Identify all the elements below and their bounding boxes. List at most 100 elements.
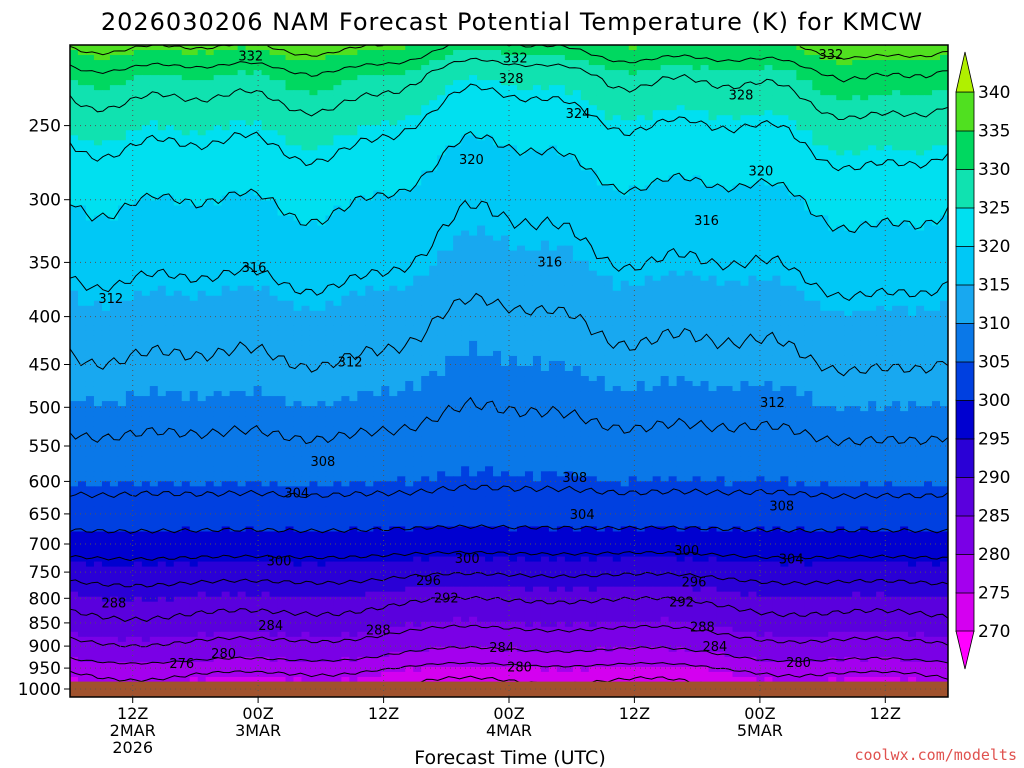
heatmap-cell [756, 155, 766, 161]
heatmap-cell [844, 185, 853, 192]
heatmap-cell [189, 80, 199, 86]
heatmap-cell [421, 90, 430, 96]
heatmap-cell [676, 75, 686, 81]
heatmap-cell [612, 170, 622, 176]
heatmap-cell [189, 180, 199, 187]
heatmap-cell [556, 185, 566, 192]
heatmap-cell [636, 45, 646, 51]
heatmap-cell [317, 95, 327, 101]
heatmap-cell [85, 190, 95, 197]
heatmap-cell [301, 170, 311, 176]
heatmap-cell [844, 90, 853, 96]
heatmap-cell [277, 95, 287, 101]
heatmap-cell [149, 260, 159, 267]
heatmap-cell [748, 135, 758, 141]
heatmap-cell [708, 220, 718, 227]
heatmap-cell [469, 155, 478, 161]
heatmap-cell [556, 140, 566, 146]
heatmap-cell [564, 245, 574, 252]
heatmap-cell [940, 165, 948, 171]
heatmap-cell [325, 225, 334, 232]
heatmap-cell [269, 155, 279, 161]
heatmap-cell [493, 225, 502, 232]
heatmap-cell [245, 55, 255, 61]
heatmap-cell [309, 265, 319, 272]
heatmap-cell [652, 260, 662, 267]
heatmap-cell [341, 60, 350, 66]
heatmap-cell [764, 245, 773, 252]
heatmap-cell [652, 235, 662, 242]
heatmap-cell [684, 80, 694, 86]
heatmap-cell [125, 45, 135, 51]
heatmap-cell [245, 145, 255, 151]
heatmap-cell [109, 65, 119, 71]
heatmap-cell [724, 170, 734, 176]
heatmap-cell [461, 165, 470, 171]
heatmap-cell [572, 205, 582, 212]
heatmap-cell [333, 150, 342, 156]
heatmap-cell [461, 80, 470, 86]
heatmap-cell [405, 175, 414, 182]
heatmap-cell [668, 145, 678, 151]
heatmap-cell [844, 245, 853, 252]
heatmap-cell [397, 45, 406, 51]
heatmap-cell [373, 130, 382, 136]
heatmap-cell [85, 265, 95, 272]
heatmap-cell [924, 65, 933, 71]
heatmap-cell [173, 185, 183, 192]
heatmap-cell [453, 170, 462, 176]
heatmap-cell [421, 245, 430, 252]
heatmap-cell [237, 240, 247, 247]
heatmap-cell [780, 135, 789, 141]
heatmap-cell [253, 105, 263, 111]
heatmap-cell [676, 205, 686, 212]
heatmap-cell [445, 140, 454, 146]
heatmap-cell [924, 90, 933, 96]
heatmap-cell [684, 220, 694, 227]
heatmap-cell [876, 155, 885, 161]
heatmap-cell [804, 110, 813, 116]
heatmap-cell [516, 195, 526, 202]
heatmap-cell [828, 190, 837, 197]
heatmap-cell [516, 155, 526, 161]
heatmap-cell [548, 75, 558, 81]
heatmap-cell [940, 55, 948, 61]
heatmap-cell [229, 125, 239, 131]
heatmap-cell [245, 100, 255, 106]
heatmap-cell [884, 70, 893, 76]
heatmap-cell [540, 70, 550, 76]
heatmap-cell [333, 130, 342, 136]
heatmap-cell [381, 245, 390, 252]
heatmap-cell [229, 115, 239, 121]
heatmap-cell [852, 170, 861, 176]
heatmap-cell [820, 90, 829, 96]
heatmap-cell [461, 100, 470, 106]
heatmap-cell [804, 60, 813, 66]
heatmap-cell [509, 115, 518, 121]
heatmap-cell [293, 170, 303, 176]
heatmap-cell [860, 140, 869, 146]
heatmap-cell [684, 260, 694, 267]
heatmap-cell [700, 240, 710, 247]
heatmap-cell [548, 155, 558, 161]
heatmap-cell [588, 75, 598, 81]
heatmap-cell [293, 175, 303, 182]
heatmap-cell [748, 230, 758, 237]
heatmap-cell [924, 170, 933, 176]
heatmap-cell [477, 105, 486, 111]
heatmap-cell [596, 140, 606, 146]
heatmap-cell [836, 255, 845, 262]
heatmap-cell [165, 160, 175, 166]
heatmap-cell [596, 235, 606, 242]
heatmap-cell [341, 80, 350, 86]
heatmap-cell [540, 180, 550, 187]
heatmap-cell [740, 160, 750, 166]
heatmap-cell [341, 55, 350, 61]
heatmap-cell [532, 170, 542, 176]
heatmap-cell [493, 105, 502, 111]
heatmap-cell [716, 180, 726, 187]
heatmap-cell [405, 85, 414, 91]
heatmap-cell [596, 205, 606, 212]
heatmap-cell [516, 110, 526, 116]
heatmap-cell [748, 95, 758, 101]
